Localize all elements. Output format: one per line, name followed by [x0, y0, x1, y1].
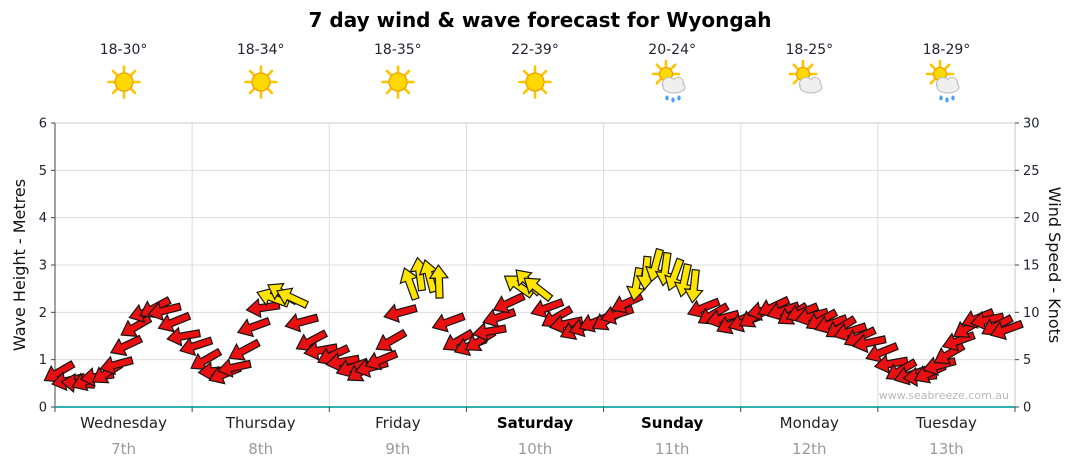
sunny-icon: [518, 65, 552, 99]
wind-arrow: [383, 303, 418, 324]
wind-arrow: [873, 354, 909, 375]
wind-arrow: [442, 328, 475, 352]
day-date: 9th: [385, 440, 411, 458]
right-axis-tick-label: 10: [1023, 306, 1040, 321]
wind-arrow: [664, 257, 685, 292]
partly-cloudy-icon: [788, 60, 823, 94]
right-axis-tick-label: 0: [1023, 401, 1031, 416]
right-axis-tick-label: 15: [1023, 259, 1040, 274]
sunny-icon: [381, 65, 415, 99]
wind-arrow: [865, 342, 899, 363]
right-axis-tick-label: 20: [1023, 211, 1040, 226]
day-name: Thursday: [225, 414, 296, 432]
day-temp: 18-25°: [785, 42, 834, 58]
wind-arrow: [166, 326, 201, 347]
wind-arrow: [303, 340, 339, 361]
wind-arrow: [833, 322, 868, 342]
wind-arrow: [216, 358, 252, 378]
wind-arrow: [275, 287, 310, 309]
day-name: Sunday: [640, 414, 704, 432]
wind-arrow: [99, 355, 134, 376]
sunny-icon: [106, 65, 141, 99]
wind-arrow: [851, 333, 887, 354]
day-temp: 18-29°: [922, 42, 971, 58]
wind-arrow: [179, 336, 214, 357]
left-axis-tick-label: 1: [39, 353, 47, 368]
day-name: Tuesday: [915, 414, 977, 432]
wind-arrow: [228, 338, 261, 361]
day-temp: 18-35°: [374, 42, 422, 58]
wind-arrow: [673, 263, 694, 298]
right-axis-tick-label: 5: [1023, 353, 1031, 368]
day-date: 10th: [517, 440, 553, 458]
left-axis-tick-label: 0: [39, 401, 47, 416]
right-axis-tick-label: 30: [1023, 117, 1040, 132]
sun-showers-icon: [926, 60, 960, 103]
wind-arrow: [548, 314, 584, 335]
day-name: Monday: [779, 414, 839, 432]
wind-arrow: [295, 329, 329, 352]
wind-arrow: [530, 298, 565, 319]
wind-arrow: [431, 312, 466, 333]
wind-arrow: [683, 268, 704, 304]
wind-arrow: [428, 263, 450, 299]
day-date: 12th: [792, 440, 827, 458]
left-axis-tick-label: 4: [39, 211, 47, 226]
wind-arrow: [969, 310, 1005, 331]
day-date: 11th: [654, 440, 690, 458]
wind-arrow: [686, 297, 721, 319]
wind-arrow: [157, 311, 192, 333]
wind-arrow: [284, 312, 319, 333]
sunny-icon: [243, 65, 278, 99]
left-axis-tick-label: 5: [39, 164, 47, 179]
day-temp: 20-24°: [648, 42, 696, 58]
watermark: www.seabreeze.com.au: [879, 389, 1009, 402]
wind-arrow: [492, 292, 526, 314]
day-temp: 18-34°: [236, 42, 285, 58]
wind-arrow: [482, 308, 517, 328]
wind-arrow: [325, 352, 361, 373]
wind-arrow: [375, 328, 408, 352]
wind-arrow: [399, 266, 420, 301]
left-axis-tick-label: 3: [39, 259, 47, 274]
day-date: 8th: [248, 440, 274, 458]
wind-arrow: [147, 301, 182, 322]
wind-arrow: [523, 277, 554, 303]
day-name: Saturday: [496, 414, 574, 432]
left-axis-tick-label: 6: [39, 117, 47, 132]
day-name: Friday: [375, 414, 421, 432]
sun-showers-icon: [651, 60, 686, 103]
wind-arrow: [236, 317, 271, 338]
day-date: 7th: [111, 440, 137, 458]
wind-arrow: [989, 319, 1024, 341]
day-date: 13th: [929, 440, 964, 458]
wind-arrow: [109, 334, 144, 357]
right-axis-tick-label: 25: [1023, 164, 1040, 179]
wind-arrow: [364, 349, 399, 371]
chart-title: 7 day wind & wave forecast for Wyongah: [308, 8, 772, 32]
day-name: Wednesday: [80, 414, 167, 432]
day-temp: 18-30°: [99, 42, 148, 58]
wind-arrow: [190, 347, 223, 371]
day-temp: 22-39°: [511, 42, 559, 58]
wind-arrow: [705, 309, 740, 329]
left-axis-tick-label: 2: [39, 306, 47, 321]
wind-arrow: [471, 321, 507, 342]
